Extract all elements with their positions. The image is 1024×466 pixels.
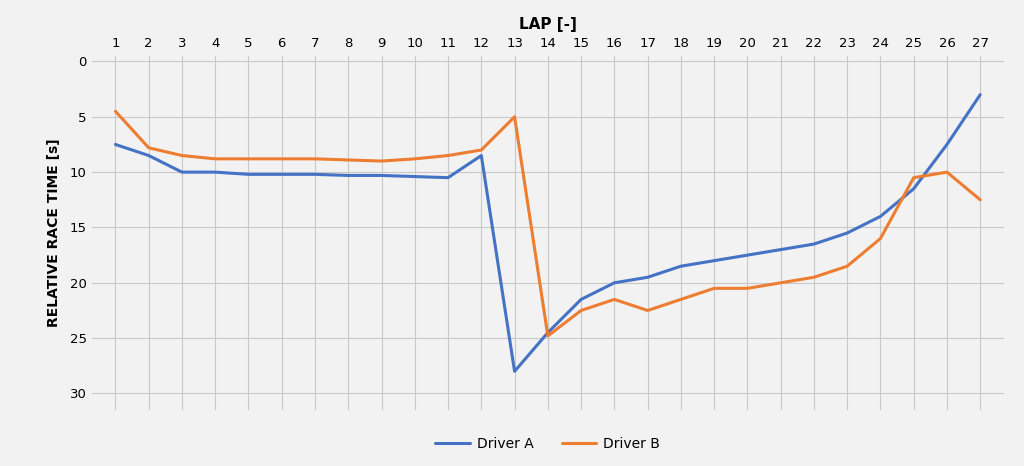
- X-axis label: LAP [-]: LAP [-]: [519, 17, 577, 32]
- Driver A: [741, 253, 754, 258]
- Driver A: [509, 369, 521, 374]
- Driver B: [808, 274, 820, 280]
- Driver A: [475, 153, 487, 158]
- Driver A: [142, 153, 155, 158]
- Driver B: [409, 156, 421, 162]
- Driver A: [209, 169, 221, 175]
- Driver A: [808, 241, 820, 247]
- Driver B: [841, 263, 853, 269]
- Line: Driver A: Driver A: [116, 95, 980, 371]
- Driver A: [110, 142, 122, 147]
- Driver A: [309, 171, 322, 177]
- Driver A: [641, 274, 653, 280]
- Driver A: [376, 173, 388, 178]
- Driver B: [243, 156, 255, 162]
- Driver A: [243, 171, 255, 177]
- Driver A: [874, 213, 887, 219]
- Driver B: [176, 153, 188, 158]
- Driver B: [309, 156, 322, 162]
- Legend: Driver A, Driver B: Driver A, Driver B: [430, 431, 666, 456]
- Driver A: [409, 174, 421, 179]
- Driver B: [941, 169, 953, 175]
- Y-axis label: RELATIVE RACE TIME [s]: RELATIVE RACE TIME [s]: [47, 139, 61, 327]
- Driver B: [907, 175, 920, 180]
- Driver B: [342, 157, 354, 163]
- Driver B: [376, 158, 388, 164]
- Driver B: [675, 297, 687, 302]
- Driver A: [907, 186, 920, 192]
- Driver A: [442, 175, 455, 180]
- Driver B: [741, 286, 754, 291]
- Driver B: [475, 147, 487, 153]
- Driver A: [708, 258, 720, 263]
- Line: Driver B: Driver B: [116, 111, 980, 336]
- Driver A: [574, 297, 587, 302]
- Driver B: [874, 236, 887, 241]
- Driver B: [275, 156, 288, 162]
- Driver B: [142, 145, 155, 151]
- Driver B: [110, 109, 122, 114]
- Driver A: [774, 247, 786, 253]
- Driver A: [941, 142, 953, 147]
- Driver A: [608, 280, 621, 286]
- Driver A: [342, 173, 354, 178]
- Driver A: [176, 169, 188, 175]
- Driver B: [774, 280, 786, 286]
- Driver B: [209, 156, 221, 162]
- Driver B: [509, 114, 521, 120]
- Driver A: [974, 92, 986, 97]
- Driver B: [974, 197, 986, 203]
- Driver A: [675, 263, 687, 269]
- Driver B: [542, 333, 554, 339]
- Driver A: [542, 330, 554, 336]
- Driver B: [608, 297, 621, 302]
- Driver A: [841, 230, 853, 236]
- Driver A: [275, 171, 288, 177]
- Driver B: [641, 308, 653, 313]
- Driver B: [574, 308, 587, 313]
- Driver B: [442, 153, 455, 158]
- Driver B: [708, 286, 720, 291]
